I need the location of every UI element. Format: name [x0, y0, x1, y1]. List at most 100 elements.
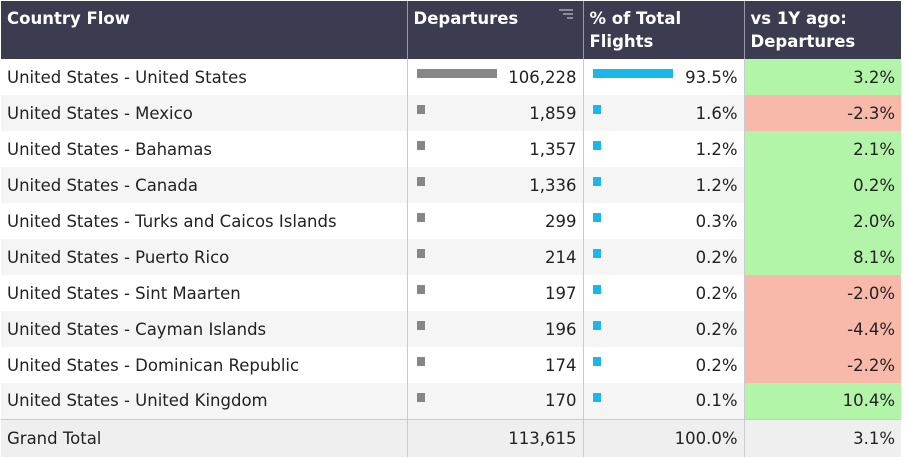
pct-total-cell: 93.5%: [583, 59, 745, 95]
departures-cell: 1,336: [407, 167, 584, 203]
header-vs-1y-ago[interactable]: vs 1Y ago: Departures: [744, 1, 901, 59]
country-flow-cell: United States - Turks and Caicos Islands: [1, 203, 408, 239]
table-row[interactable]: United States - Canada 1,336 1.2% 0.2%: [1, 167, 901, 203]
grand-total-yoy: 3.1%: [744, 418, 901, 457]
departures-bar: [416, 213, 425, 222]
pct-total-cell: 0.2%: [583, 275, 745, 311]
yoy-change-cell: 10.4%: [744, 383, 901, 419]
departures-cell: 1,859: [407, 95, 584, 131]
country-flow-cell: United States - Sint Maarten: [1, 275, 408, 311]
header-country-flow[interactable]: Country Flow: [1, 1, 408, 59]
departures-value: 174: [545, 355, 577, 375]
departures-value: 214: [545, 247, 577, 267]
departures-bar: [416, 105, 425, 114]
yoy-change-cell: 2.0%: [744, 203, 901, 239]
departures-bar: [416, 177, 425, 186]
yoy-change-cell: -2.0%: [744, 275, 901, 311]
yoy-change-cell: -2.3%: [744, 95, 901, 131]
grand-total-row: Grand Total 113,615 100.0% 3.1%: [1, 418, 901, 457]
header-pct-line2: Flights: [589, 32, 654, 51]
departures-cell: 106,228: [407, 59, 584, 95]
pct-total-value: 0.3%: [695, 211, 738, 231]
departures-value: 299: [545, 211, 577, 231]
table-row[interactable]: United States - Cayman Islands 196 0.2% -4.…: [1, 311, 901, 347]
header-yoy-line1: vs 1Y ago:: [750, 9, 847, 28]
grand-total-departures: 113,615: [407, 418, 584, 457]
grand-total-label: Grand Total: [1, 418, 408, 457]
pct-total-value: 0.1%: [695, 391, 738, 411]
departures-cell: 214: [407, 239, 584, 275]
pct-total-bar: [592, 105, 601, 114]
header-departures[interactable]: Departures: [407, 1, 584, 59]
departures-cell: 299: [407, 203, 584, 239]
departures-bar: [416, 69, 497, 78]
pct-total-value: 0.2%: [695, 283, 738, 303]
pct-total-bar: [592, 357, 601, 366]
departures-value: 197: [545, 283, 577, 303]
yoy-change-cell: 8.1%: [744, 239, 901, 275]
pct-total-bar: [592, 141, 601, 150]
table-row[interactable]: United States - Mexico 1,859 1.6% -2.3%: [1, 95, 901, 131]
table-row[interactable]: United States - Dominican Republic 174 0.2…: [1, 347, 901, 383]
grand-total-pct: 100.0%: [583, 418, 745, 457]
header-pct-total-flights[interactable]: % of Total Flights: [583, 1, 745, 59]
departures-cell: 170: [407, 383, 584, 419]
table-body: United States - United States 106,228 93.5…: [1, 59, 901, 457]
pct-total-cell: 1.2%: [583, 131, 745, 167]
header-pct-line1: % of Total: [589, 9, 682, 28]
departures-bar: [416, 249, 425, 258]
pct-total-cell: 1.6%: [583, 95, 745, 131]
departures-value: 106,228: [508, 67, 577, 87]
departures-cell: 196: [407, 311, 584, 347]
table-row[interactable]: United States - United Kingdom 170 0.1% 10.…: [1, 383, 901, 419]
departures-cell: 174: [407, 347, 584, 383]
departures-bar: [416, 141, 425, 150]
country-flow-cell: United States - Canada: [1, 167, 408, 203]
yoy-change-cell: 2.1%: [744, 131, 901, 167]
pct-total-value: 1.2%: [695, 175, 738, 195]
pct-total-value: 0.2%: [695, 319, 738, 339]
pct-total-bar: [592, 213, 601, 222]
header-country-flow-label: Country Flow: [7, 9, 130, 28]
pct-total-bar: [592, 177, 601, 186]
pct-total-bar: [592, 69, 673, 78]
departures-bar: [416, 357, 425, 366]
yoy-change-cell: -2.2%: [744, 347, 901, 383]
pct-total-cell: 0.2%: [583, 239, 745, 275]
country-flow-table: Country Flow Departures % of Total Flight…: [1, 1, 901, 457]
header-departures-label: Departures: [413, 9, 519, 28]
pct-total-cell: 0.2%: [583, 347, 745, 383]
table-row[interactable]: United States - Bahamas 1,357 1.2% 2.1%: [1, 131, 901, 167]
sort-icon[interactable]: [558, 9, 573, 23]
country-flow-cell: United States - Mexico: [1, 95, 408, 131]
pct-total-value: 1.2%: [695, 139, 738, 159]
table-row[interactable]: United States - United States 106,228 93.5…: [1, 59, 901, 95]
departures-bar: [416, 321, 425, 330]
yoy-change-cell: 3.2%: [744, 59, 901, 95]
yoy-change-cell: -4.4%: [744, 311, 901, 347]
table-row[interactable]: United States - Sint Maarten 197 0.2% -2.0%: [1, 275, 901, 311]
departures-value: 1,859: [529, 103, 577, 123]
yoy-change-cell: 0.2%: [744, 167, 901, 203]
pct-total-cell: 0.2%: [583, 311, 745, 347]
departures-cell: 197: [407, 275, 584, 311]
table-row[interactable]: United States - Turks and Caicos Islands…: [1, 203, 901, 239]
pct-total-cell: 0.3%: [583, 203, 745, 239]
departures-value: 196: [545, 319, 577, 339]
departures-cell: 1,357: [407, 131, 584, 167]
country-flow-cell: United States - Dominican Republic: [1, 347, 408, 383]
table-row[interactable]: United States - Puerto Rico 214 0.2% 8.1%: [1, 239, 901, 275]
pct-total-value: 1.6%: [695, 103, 738, 123]
pct-total-cell: 0.1%: [583, 383, 745, 419]
departures-bar: [416, 285, 425, 294]
pct-total-bar: [592, 393, 601, 402]
pct-total-bar: [592, 285, 601, 294]
header-row: Country Flow Departures % of Total Flight…: [1, 1, 901, 59]
pct-total-cell: 1.2%: [583, 167, 745, 203]
pct-total-bar: [592, 249, 601, 258]
pct-total-bar: [592, 321, 601, 330]
country-flow-cell: United States - United States: [1, 59, 408, 95]
departures-value: 1,357: [529, 139, 577, 159]
country-flow-cell: United States - Bahamas: [1, 131, 408, 167]
